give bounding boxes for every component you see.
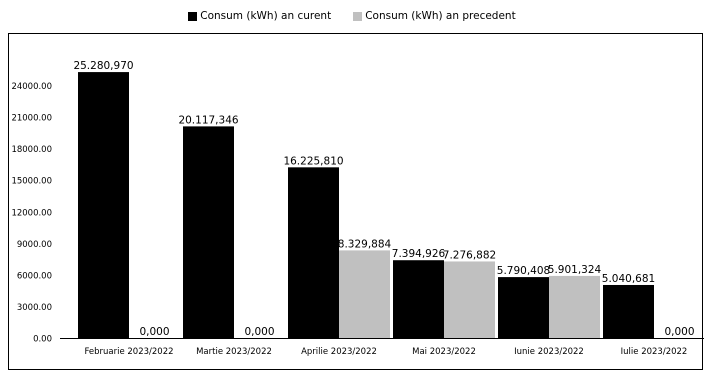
legend-swatch-current <box>188 11 198 21</box>
legend: Consum (kWh) an curent Consum (kWh) an p… <box>0 10 704 22</box>
y-tick-label: 15000.00 <box>11 177 52 187</box>
bar-current <box>498 277 549 338</box>
bar-labels: 25.280,970 20.117,346 16.225,810 7.394,926 5… <box>73 60 694 338</box>
bar-value-label: 0,000 <box>139 326 169 338</box>
y-tick-label: 6000.00 <box>17 271 52 281</box>
bar-current <box>78 72 129 338</box>
bar-value-label: 16.225,810 <box>283 155 343 167</box>
bar-value-label: 5.790,408 <box>497 265 550 277</box>
bar-current <box>393 260 444 338</box>
bar-value-label: 20.117,346 <box>178 114 238 126</box>
bars <box>78 72 654 338</box>
bar-value-label: 5.901,324 <box>548 264 602 276</box>
x-tick-label: Aprilie 2023/2022 <box>301 347 377 357</box>
bar-value-label: 0,000 <box>664 326 694 338</box>
bar-value-label: 7.394,926 <box>392 248 446 260</box>
x-tick-label: Mai 2023/2022 <box>412 347 476 357</box>
legend-label-previous: Consum (kWh) an precedent <box>365 10 516 22</box>
plot-border <box>8 33 703 370</box>
y-tick-label: 21000.00 <box>11 114 52 124</box>
bar-current <box>183 126 234 338</box>
bar-value-label: 0,000 <box>244 326 274 338</box>
y-tick-label: 3000.00 <box>17 303 52 313</box>
bar-value-label: 5.040,681 <box>602 273 655 285</box>
x-tick-label: Martie 2023/2022 <box>196 347 272 357</box>
y-tick-label: 0.00 <box>33 335 52 345</box>
legend-swatch-previous <box>353 11 363 21</box>
y-tick-label: 9000.00 <box>17 240 52 250</box>
y-tick-label: 18000.00 <box>11 145 52 155</box>
legend-label-current: Consum (kWh) an curent <box>200 10 332 22</box>
bar-value-label: 7.276,882 <box>443 249 496 261</box>
x-tick-label: Iulie 2023/2022 <box>621 347 688 357</box>
bar-previous <box>444 261 495 338</box>
x-tick-label: Februarie 2023/2022 <box>84 347 173 357</box>
bar-value-label: 8.329,884 <box>338 238 392 250</box>
bar-current <box>288 167 339 338</box>
bar-value-label: 25.280,970 <box>73 60 133 72</box>
bar-previous <box>339 250 390 338</box>
y-axis-ticks: 0.00 3000.00 6000.00 9000.00 12000.00 15000.0… <box>11 82 52 344</box>
legend-item-previous: Consum (kWh) an precedent <box>353 10 516 22</box>
y-tick-label: 24000.00 <box>11 82 52 92</box>
x-tick-label: Iunie 2023/2022 <box>514 347 584 357</box>
y-tick-label: 12000.00 <box>11 208 52 218</box>
bar-current <box>603 284 654 338</box>
legend-item-current: Consum (kWh) an curent <box>188 10 331 22</box>
x-axis-labels: Februarie 2023/2022 Martie 2023/2022 April… <box>84 347 687 357</box>
bar-previous <box>549 275 600 338</box>
